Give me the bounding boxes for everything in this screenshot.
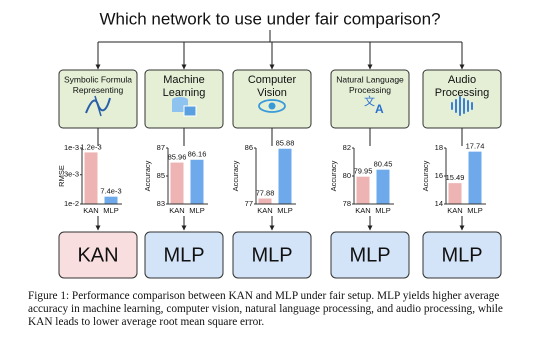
domain-icon xyxy=(85,95,111,117)
icon-part: A xyxy=(375,102,384,116)
y-tick-label: 85 xyxy=(157,171,165,180)
bar xyxy=(258,198,272,204)
x-tick-label: MLP xyxy=(103,206,118,215)
x-tick-label: KAN xyxy=(169,206,184,215)
domain-label: Symbolic Formula xyxy=(64,74,132,84)
result-box xyxy=(232,231,312,279)
result-label: KAN xyxy=(77,244,118,266)
domain-label: Processing xyxy=(435,87,489,99)
result-box xyxy=(422,231,502,279)
value-label: 86.16 xyxy=(188,150,207,159)
value-label: 1.2e-3 xyxy=(80,142,101,151)
y-tick-label: 86 xyxy=(245,143,253,152)
y-axis-label: Accuracy xyxy=(231,160,240,191)
x-tick-label: MLP xyxy=(189,206,204,215)
y-tick-label: 80 xyxy=(343,171,351,180)
bar xyxy=(190,159,204,204)
y-tick-label: 87 xyxy=(157,143,165,152)
y-axis-label: Accuracy xyxy=(329,160,338,191)
y-tick-label: 18 xyxy=(435,143,443,152)
domain-icon: 文A xyxy=(364,94,384,116)
bar xyxy=(170,162,184,204)
y-tick-label: 16 xyxy=(435,171,443,180)
y-tick-label: 1e-3 xyxy=(64,143,79,152)
y-tick-label: 78 xyxy=(343,199,351,208)
y-axis-label: Accuracy xyxy=(143,160,152,191)
domain-label: Processing xyxy=(349,85,391,95)
result-box xyxy=(144,231,224,279)
icon-part xyxy=(258,99,286,113)
y-tick-label: 14 xyxy=(435,199,443,208)
value-label: 85.88 xyxy=(276,139,295,148)
y-tick-label: 77 xyxy=(245,199,253,208)
domain-icon xyxy=(258,99,286,113)
result-box xyxy=(58,231,138,279)
x-tick-label: KAN xyxy=(257,206,272,215)
value-label: 77.88 xyxy=(256,189,275,198)
icon-part xyxy=(183,105,197,117)
x-tick-label: KAN xyxy=(447,206,462,215)
x-tick-label: KAN xyxy=(83,206,98,215)
domain-label: Natural Language xyxy=(336,74,404,84)
bar xyxy=(84,152,98,204)
icon-part xyxy=(94,95,102,117)
value-label: 7.4e-3 xyxy=(100,187,121,196)
y-axis-label: Accuracy xyxy=(421,160,430,191)
y-tick-label: 1e-2 xyxy=(64,199,79,208)
domain-label: Learning xyxy=(163,87,206,99)
y-tick-label: 3e-3 xyxy=(64,170,79,179)
value-label: 85.96 xyxy=(168,153,187,162)
y-tick-label: 82 xyxy=(343,143,351,152)
icon-part: 文 xyxy=(364,94,375,108)
icon-part xyxy=(268,102,276,110)
x-tick-label: MLP xyxy=(467,206,482,215)
bar xyxy=(104,196,118,204)
bar xyxy=(356,176,370,204)
bar xyxy=(448,183,462,204)
result-label: MLP xyxy=(163,244,204,266)
bar xyxy=(468,151,482,204)
value-label: 79.95 xyxy=(354,167,373,176)
x-tick-label: MLP xyxy=(277,206,292,215)
result-label: MLP xyxy=(349,244,390,266)
caption: Figure 1: Performance comparison between… xyxy=(28,290,503,328)
result-box xyxy=(330,231,410,279)
y-axis-label: RMSE xyxy=(57,165,66,187)
diagram: Which network to use under fair comparis… xyxy=(57,9,502,279)
title: Which network to use under fair comparis… xyxy=(99,9,440,28)
x-tick-label: KAN xyxy=(355,206,370,215)
value-label: 80.45 xyxy=(374,160,393,169)
domain-label: Machine xyxy=(163,74,205,86)
result-label: MLP xyxy=(441,244,482,266)
y-tick-label: 83 xyxy=(157,199,165,208)
bar xyxy=(278,148,292,204)
value-label: 17.74 xyxy=(466,142,485,151)
x-tick-label: MLP xyxy=(375,206,390,215)
domain-label: Representing xyxy=(73,85,124,95)
domain-icon xyxy=(451,96,473,116)
domain-label: Vision xyxy=(257,87,287,99)
bar xyxy=(376,169,390,204)
result-label: MLP xyxy=(251,244,292,266)
value-label: 15.49 xyxy=(446,173,465,182)
domain-icon xyxy=(172,97,197,117)
domain-label: Audio xyxy=(448,74,476,86)
domain-label: Computer xyxy=(248,74,297,86)
